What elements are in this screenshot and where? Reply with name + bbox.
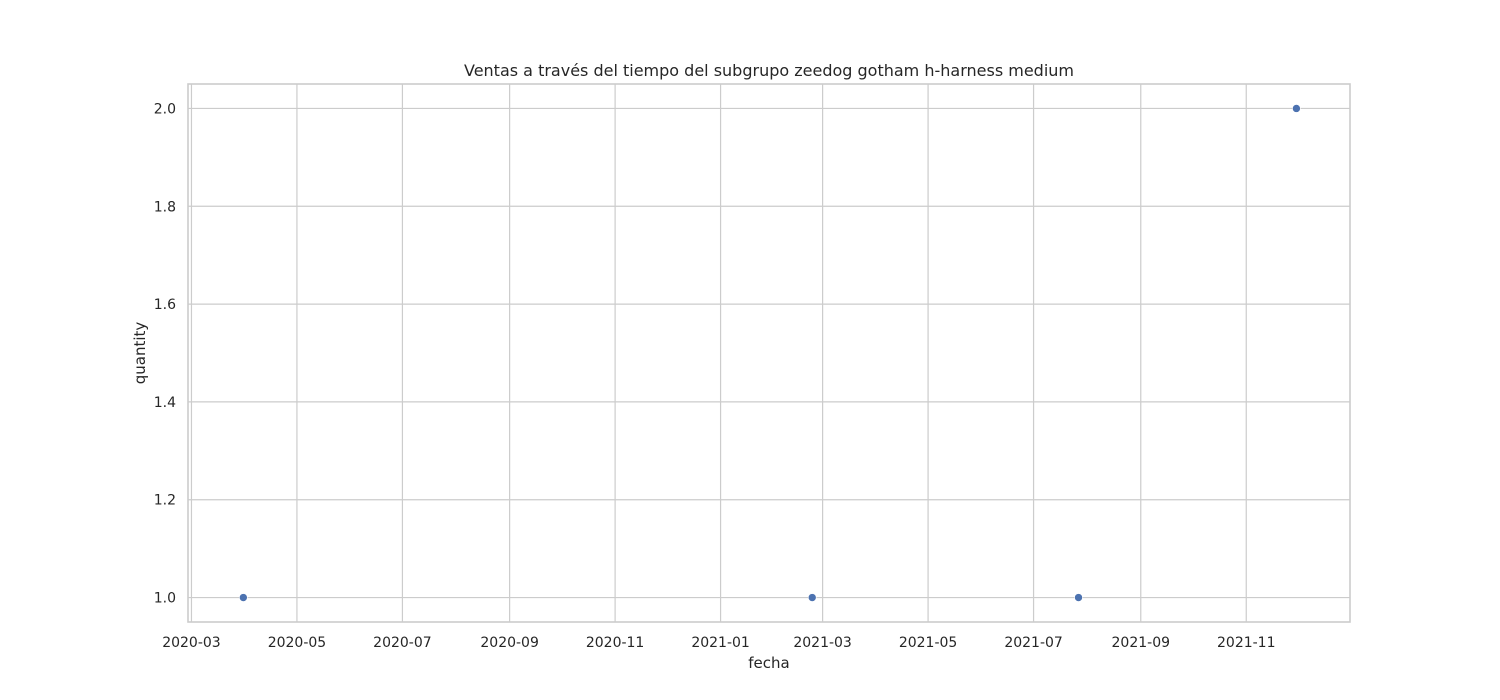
x-tick-label: 2021-09 (1112, 635, 1171, 651)
x-tick-label: 2020-05 (268, 635, 327, 651)
data-points (239, 104, 1301, 602)
x-tick-label: 2021-05 (899, 635, 958, 651)
x-tick-label: 2020-09 (480, 635, 539, 651)
y-tick-label: 1.8 (154, 199, 176, 215)
x-tick-label: 2021-03 (793, 635, 852, 651)
x-tick-label: 2021-01 (691, 635, 750, 651)
data-point (807, 593, 817, 602)
grid-lines (188, 84, 1350, 622)
plot-area-frame (187, 83, 1351, 623)
x-tick-label: 2020-07 (373, 635, 432, 651)
x-axis-ticks: 2020-03 2020-05 2020-07 2020-09 2020-11 2021-… (162, 635, 1275, 651)
y-tick-label: 1.2 (154, 493, 176, 509)
x-tick-label: 2020-03 (162, 635, 221, 651)
y-tick-label: 1.6 (154, 297, 176, 313)
y-axis-label: quantity (131, 322, 149, 385)
chart-title: Ventas a través del tiempo del subgrupo … (464, 61, 1074, 80)
data-point (239, 593, 248, 602)
data-point (1292, 104, 1301, 113)
y-axis-ticks: 1.0 1.2 1.4 1.6 1.8 2.0 (154, 101, 176, 606)
x-tick-label: 2020-11 (586, 635, 645, 651)
x-tick-label: 2021-07 (1004, 635, 1063, 651)
data-point (1074, 593, 1083, 602)
x-axis-label: fecha (748, 654, 789, 672)
y-tick-label: 1.4 (154, 395, 176, 411)
x-tick-label: 2021-11 (1217, 635, 1276, 651)
y-tick-label: 2.0 (154, 101, 176, 117)
y-tick-label: 1.0 (154, 591, 176, 607)
